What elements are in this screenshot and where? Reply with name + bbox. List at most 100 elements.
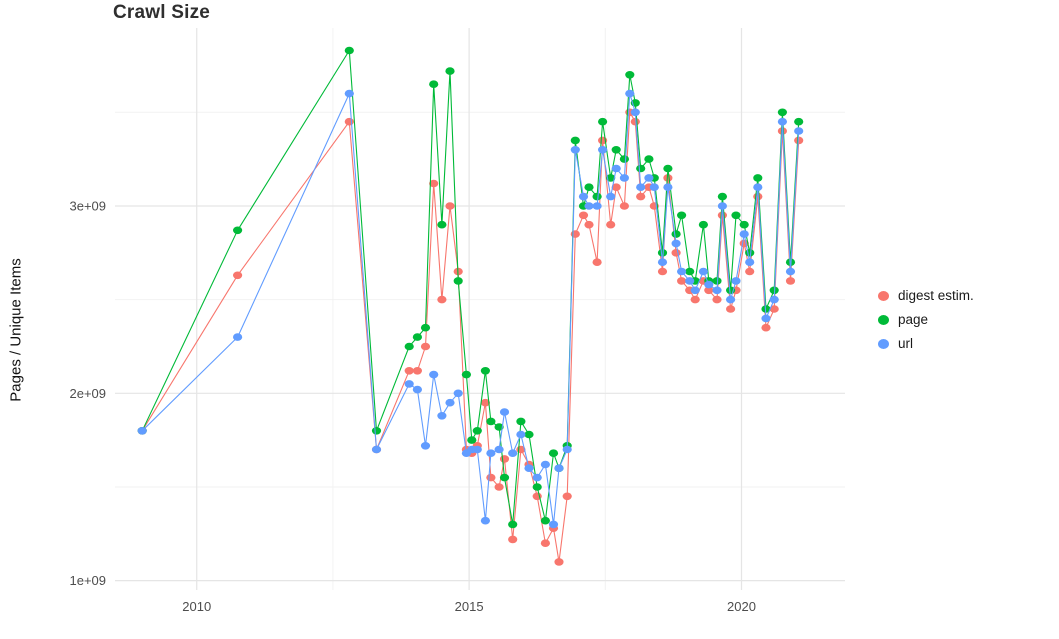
data-point [698,220,709,229]
data-point [584,183,594,191]
data-point [584,220,594,229]
data-point [429,179,439,188]
series-line [141,93,800,525]
data-point [592,258,602,267]
legend-item-page: page [878,312,974,327]
data-point [562,445,572,454]
data-point [619,174,630,182]
legend-swatch-icon [878,290,889,301]
data-point [606,220,616,229]
data-point [712,295,722,304]
data-point [657,258,668,267]
data-point [472,445,482,454]
data-point [712,286,722,295]
data-point [548,449,559,458]
data-point [663,174,673,182]
data-point [769,305,779,313]
x-tick-label: 2010 [182,599,211,614]
data-point [412,367,422,375]
data-point [554,558,564,566]
data-point [486,473,496,482]
data-point [584,202,594,210]
data-point [677,267,687,276]
data-point [644,155,654,163]
data-point [794,127,804,135]
data-point [508,535,518,544]
data-point [739,230,749,238]
data-point [486,417,496,426]
data-point [404,367,414,375]
x-tick-label: 2020 [727,599,756,614]
data-point [233,226,243,235]
data-point [554,464,564,473]
data-point [606,174,616,182]
data-point [429,80,439,88]
data-point [690,286,700,295]
data-point [794,117,804,126]
data-point [657,267,668,276]
data-point [494,423,504,431]
data-point [745,267,755,276]
data-point [726,295,736,304]
x-tick-label: 2015 [455,599,484,614]
data-point [486,449,496,458]
data-point [578,192,589,201]
chart-title: Crawl Size [113,2,211,23]
data-point [404,380,414,388]
data-point [371,427,382,435]
data-point [508,449,518,458]
data-point [233,333,243,341]
data-point [524,464,534,473]
data-point [671,230,681,238]
data-point [562,492,572,501]
data-point [761,305,771,313]
data-point [636,192,646,201]
data-point [499,473,510,482]
legend: digest estim. page url [878,288,974,351]
data-point [785,267,796,276]
data-point [532,473,542,482]
legend-label: page [898,312,929,327]
data-point [731,277,741,285]
data-point [524,430,534,439]
data-point [453,277,463,285]
data-point [570,230,580,238]
data-point [785,277,796,285]
data-point [619,202,630,210]
data-point [690,295,700,304]
data-point [663,183,673,191]
data-point [467,436,477,444]
data-point [344,117,354,126]
y-tick-label: 3e+09 [69,198,106,213]
data-point [429,370,439,379]
data-point [461,370,471,379]
data-point [445,398,455,407]
data-point [671,249,681,257]
data-point [445,67,455,75]
data-point [753,183,763,191]
data-point [717,202,728,210]
data-point [731,211,741,220]
data-point [712,277,722,285]
data-point [598,146,608,154]
y-tick-label: 2e+09 [69,386,106,401]
data-point [480,516,490,525]
data-point [445,202,455,210]
data-point [404,342,414,351]
data-point [625,71,635,79]
data-point [685,277,695,285]
data-point [480,367,490,375]
data-point [453,389,463,398]
data-point [532,483,542,491]
data-point [508,520,518,529]
data-point [570,136,580,145]
data-point [636,183,646,191]
data-point [606,192,616,201]
data-point [726,305,736,313]
legend-item-digest: digest estim. [878,288,974,303]
data-point [761,323,771,332]
data-point [745,258,755,267]
data-point [420,342,431,351]
data-point [671,239,681,248]
data-point [777,108,788,117]
